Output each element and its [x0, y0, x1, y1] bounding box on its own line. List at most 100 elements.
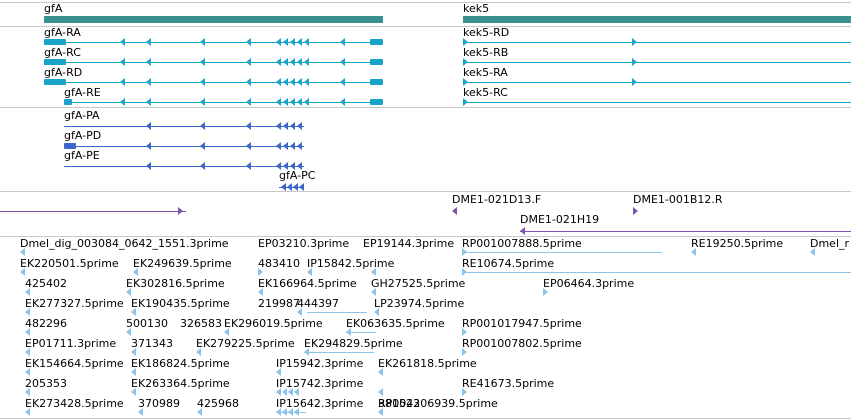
est-label[interactable]: EK296019.5prime [224, 317, 323, 330]
strand-arrow-left-icon [276, 58, 281, 66]
est-label[interactable]: EK279225.5prime [196, 337, 295, 350]
transcript-label[interactable]: kek5-RA [463, 66, 508, 79]
est-label[interactable]: 371343 [131, 337, 173, 350]
est-label[interactable]: 219987 [258, 297, 300, 310]
est-label[interactable]: 370989 [138, 397, 180, 410]
est-label[interactable]: 205353 [25, 377, 67, 390]
est-label[interactable]: EK166964.5prime [258, 277, 357, 290]
transcript-label[interactable]: gfA-PD [64, 129, 102, 142]
clone-label[interactable]: DME1-021D13.F [452, 193, 542, 206]
est-label[interactable]: EK063635.5prime [346, 317, 445, 330]
est-label[interactable]: EK273428.5prime [25, 397, 124, 410]
transcript-label[interactable]: kek5-RC [463, 86, 508, 99]
est-label[interactable]: EK294829.5prime [304, 337, 403, 350]
gene-bar-kek5[interactable] [463, 16, 851, 23]
est-label[interactable]: 326583 [180, 317, 222, 330]
est-label[interactable]: EP06464.3prime [543, 277, 635, 290]
clone-label[interactable]: DME1-021H19 [520, 213, 600, 226]
est-label[interactable]: EK261818.5prime [378, 357, 477, 370]
transcript-label[interactable]: gfA-PE [64, 149, 100, 162]
transcript-label[interactable]: gfA-RC [44, 46, 81, 59]
exon-block [370, 39, 383, 45]
strand-arrow-left-icon [197, 408, 202, 416]
est-label[interactable]: EP03210.3prime [258, 237, 350, 250]
track-divider [0, 26, 851, 27]
transcript-line [64, 126, 304, 127]
est-label[interactable]: 425968 [197, 397, 239, 410]
est-label[interactable]: 444397 [297, 297, 339, 310]
est-label[interactable]: RE41673.5prime [462, 377, 555, 390]
transcript-label[interactable]: kek5-RD [463, 26, 510, 39]
strand-arrow-left-icon [20, 268, 25, 276]
transcript-label[interactable]: gfA-PA [64, 109, 100, 122]
strand-arrow-right-icon [463, 58, 468, 66]
est-line [304, 352, 374, 353]
est-label[interactable]: EP19144.3prime [363, 237, 455, 250]
est-label[interactable]: EK220501.5prime [20, 257, 119, 270]
est-label[interactable]: 482296 [25, 317, 67, 330]
strand-arrow-left-icon [146, 78, 151, 86]
est-label[interactable]: EK186824.5prime [131, 357, 230, 370]
strand-arrow-left-icon [131, 368, 136, 376]
est-label[interactable]: Dmel_dig_003084_0642_1551.3prime [20, 237, 229, 250]
transcript-label[interactable]: gfA-RE [64, 86, 101, 99]
transcript-label[interactable]: kek5-RB [463, 46, 509, 59]
strand-arrow-left-icon [283, 122, 288, 130]
strand-arrow-left-icon [20, 248, 25, 256]
transcript-label[interactable]: gfA-RD [44, 66, 83, 79]
est-label[interactable]: 483410 [258, 257, 300, 270]
est-label[interactable]: EK249639.5prime [133, 257, 232, 270]
strand-arrow-left-icon [126, 328, 131, 336]
strand-arrow-right-icon [462, 388, 467, 396]
strand-arrow-left-icon [120, 58, 125, 66]
track-divider [0, 107, 851, 108]
exon-block [64, 99, 72, 105]
transcript-line [463, 82, 851, 83]
clone-line [0, 211, 186, 212]
est-line [462, 252, 662, 253]
strand-arrow-left-icon [371, 268, 376, 276]
est-label[interactable]: IP15842.5prime [307, 257, 395, 270]
transcript-label[interactable]: gfA-RA [44, 26, 81, 39]
est-label[interactable]: IP15742.3prime [276, 377, 364, 390]
gene-label-kek5[interactable]: kek5 [463, 2, 490, 15]
strand-arrow-left-icon [200, 98, 205, 106]
est-label[interactable]: RE19250.5prime [691, 237, 784, 250]
est-label[interactable]: 500130 [126, 317, 168, 330]
clone-label[interactable]: DME1-001B12.R [633, 193, 723, 206]
est-label[interactable]: RE10674.5prime [462, 257, 555, 270]
est-label[interactable]: LP23974.5prime [374, 297, 465, 310]
est-label[interactable]: EK302816.5prime [126, 277, 225, 290]
strand-arrow-left-icon [25, 368, 30, 376]
est-label[interactable]: EK190435.5prime [131, 297, 230, 310]
est-label[interactable]: EK277327.5prime [25, 297, 124, 310]
est-label[interactable]: 425402 [25, 277, 67, 290]
strand-arrow-left-icon [290, 122, 295, 130]
est-label[interactable]: RP001007802.5prime [462, 337, 582, 350]
est-label[interactable]: RP001017947.5prime [462, 317, 582, 330]
transcript-line [463, 62, 851, 63]
strand-arrow-left-icon [371, 288, 376, 296]
transcript-line [463, 42, 851, 43]
strand-arrow-left-icon [378, 408, 383, 416]
gene-bar-gfA[interactable] [44, 16, 383, 23]
est-label[interactable]: EK263364.5prime [131, 377, 230, 390]
est-label[interactable]: EP01711.3prime [25, 337, 117, 350]
est-label[interactable]: RP001007888.5prime [462, 237, 582, 250]
gene-label-gfA[interactable]: gfA [44, 2, 63, 15]
est-label[interactable]: IP15942.3prime [276, 357, 364, 370]
est-label[interactable]: GH27525.5prime [371, 277, 466, 290]
est-label[interactable]: 381523 [378, 397, 420, 410]
est-label[interactable]: Dmel_r [810, 237, 850, 250]
est-label[interactable]: RP004206939.5prime [378, 397, 498, 410]
est-label[interactable]: IP15642.3prime [276, 397, 364, 410]
est-label[interactable]: EK154664.5prime [25, 357, 124, 370]
clone-line [520, 231, 851, 232]
transcript-label[interactable]: gfA-PC [279, 169, 316, 182]
strand-arrow-left-icon [25, 288, 30, 296]
strand-arrow-left-icon [200, 122, 205, 130]
strand-arrow-left-icon [297, 142, 302, 150]
strand-arrow-left-icon [283, 38, 288, 46]
strand-arrow-left-icon [294, 408, 299, 416]
